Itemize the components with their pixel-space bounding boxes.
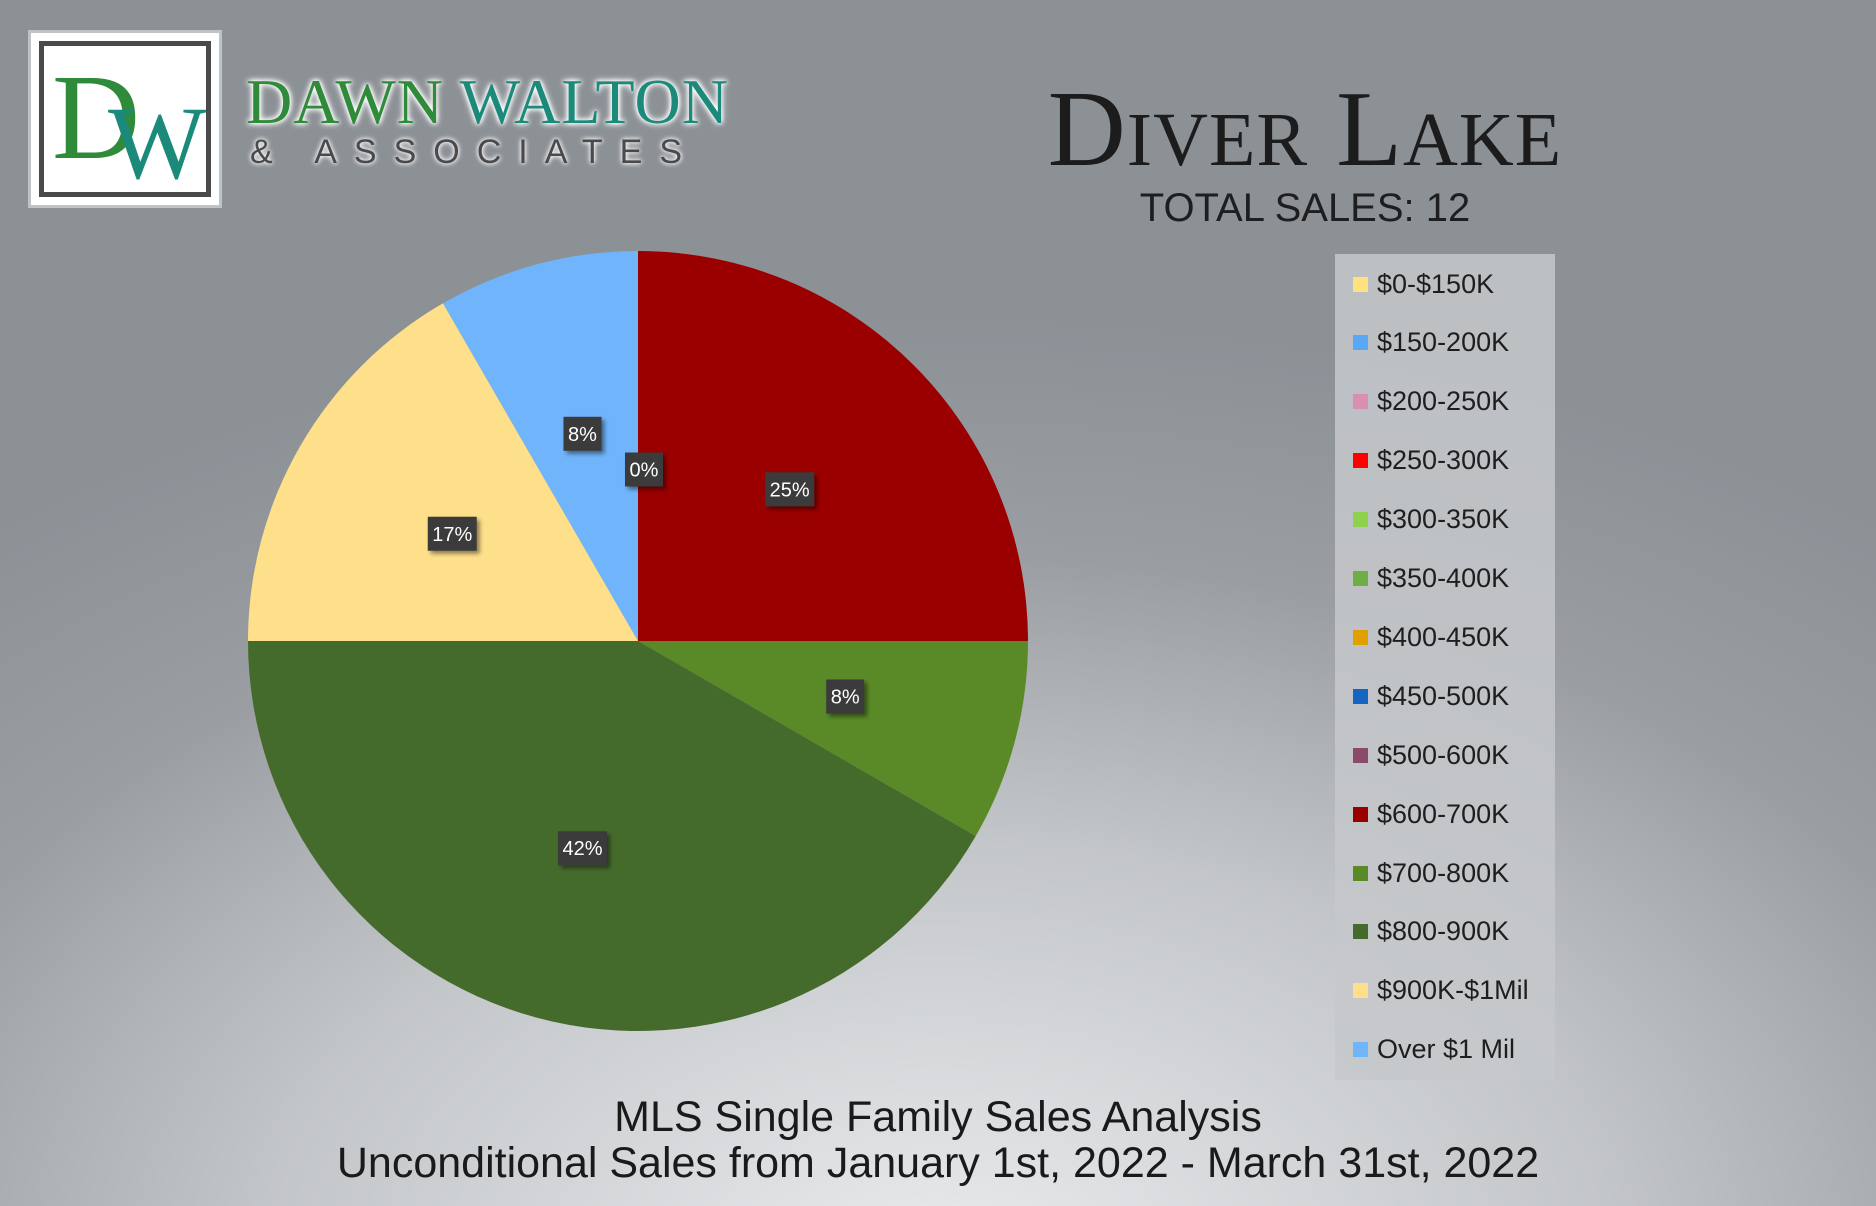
legend-item-350-400k: $350-400K — [1353, 563, 1510, 594]
legend-label: $200-250K — [1377, 386, 1510, 417]
legend-label: $600-700K — [1377, 798, 1510, 829]
data-label-900k-1mil: 17% — [427, 516, 477, 551]
dw-monogram: D W — [52, 50, 206, 201]
legend-item-900k-1mil: $900K-$1Mil — [1353, 975, 1529, 1006]
pie-slice-800-900k — [248, 641, 976, 1032]
monogram-w: W — [108, 86, 206, 194]
legend-swatch — [1353, 1042, 1368, 1058]
data-label-over-1-mil: 8% — [563, 416, 602, 451]
legend-swatch — [1353, 394, 1368, 410]
data-label-700-800k-box — [826, 679, 865, 714]
legend-item-800-900k: $800-900K — [1353, 916, 1510, 947]
brand-logo: D W — [28, 30, 222, 208]
legend-swatch — [1353, 512, 1368, 528]
total-sales: TOTAL SALES: 12 — [1139, 186, 1471, 230]
pie-slice-over-1-mil — [443, 251, 638, 641]
legend-item-over-1-mil: Over $1 Mil — [1353, 1034, 1516, 1065]
legend-item-600-700k: $600-700K — [1353, 799, 1509, 829]
legend-label: $250-300K — [1377, 445, 1510, 476]
data-label-over-1-mil-text: 8% — [568, 424, 597, 446]
data-label-800-900k: 42% — [557, 831, 607, 866]
legend-label: $900K-$1Mil — [1377, 975, 1529, 1006]
legend-swatch — [1353, 983, 1368, 999]
legend-swatch — [1353, 276, 1368, 292]
data-label-0-150k-box — [625, 452, 664, 487]
legend-item-450-500k: $450-500K — [1353, 681, 1509, 711]
pie-data-labels: 0% 25% 8% 42% 17% 8% — [427, 416, 865, 866]
legend-label: $700-800K — [1377, 857, 1510, 888]
data-label-600-700k-box — [765, 472, 815, 507]
legend-label: $800-900K — [1377, 916, 1510, 947]
legend-swatch — [1353, 865, 1368, 881]
legend-swatch — [1353, 453, 1368, 469]
brand-name-first: DAWN — [246, 66, 444, 137]
data-label-over-1-mil-box — [563, 416, 602, 451]
legend-label: $150-200K — [1377, 327, 1510, 358]
brand-name: DAWN WALTON — [246, 70, 729, 134]
data-label-700-800k: 8% — [826, 679, 865, 714]
legend-label: $300-350K — [1377, 504, 1510, 535]
brand-subtitle: & ASSOCIATES — [250, 133, 700, 171]
legend-swatch — [1353, 747, 1368, 763]
data-label-900k-1mil-text: 17% — [432, 524, 472, 546]
data-label-800-900k-box — [557, 831, 607, 866]
page-title: Diver Lake — [1047, 70, 1563, 189]
brand-name-second: WALTON — [459, 66, 729, 137]
data-label-900k-1mil-box — [427, 516, 477, 551]
legend-item-700-800k: $700-800K — [1353, 858, 1509, 888]
logo-frame: D W — [39, 41, 211, 201]
legend-item-250-300k: $250-300K — [1353, 445, 1510, 476]
legend-item-200-250k: $200-250K — [1353, 386, 1510, 417]
legend-swatch — [1353, 806, 1368, 822]
monogram-d: D — [52, 50, 140, 185]
legend-swatch — [1353, 335, 1368, 351]
legend-label: Over $1 Mil — [1377, 1034, 1516, 1065]
legend-item-0-150k: $0-$150K — [1353, 269, 1494, 299]
legend-item-500-600k: $500-600K — [1353, 740, 1509, 770]
legend-item-400-450k: $400-450K — [1353, 622, 1509, 652]
legend-label: $0-$150K — [1377, 268, 1495, 299]
legend-label: $350-400K — [1377, 563, 1510, 593]
legend-label: $400-450K — [1377, 621, 1510, 652]
legend-swatch — [1353, 924, 1368, 940]
data-label-600-700k: 25% — [765, 472, 815, 507]
data-label-600-700k-text: 25% — [770, 479, 810, 501]
footer-date-range: Unconditional Sales from January 1st, 20… — [336, 1139, 1540, 1187]
legend-item-300-350k: $300-350K — [1353, 504, 1510, 535]
legend-swatch — [1353, 629, 1368, 645]
legend-item-150-200k: $150-200K — [1353, 327, 1510, 358]
pie-slice-700-800k — [638, 641, 1028, 836]
legend-label: $500-600K — [1377, 739, 1510, 770]
footer-title: MLS Single Family Sales Analysis — [614, 1093, 1262, 1141]
chart-legend: $0-$150K $150-200K $200-250K $250-300K $300-… — [1335, 254, 1555, 1080]
pie-slice-900k-1mil — [248, 303, 638, 641]
data-label-0-150k: 0% — [625, 452, 664, 487]
pie-slices — [248, 251, 1028, 1032]
data-label-700-800k-text: 8% — [831, 687, 860, 709]
legend-swatch — [1353, 688, 1368, 704]
legend-swatch — [1353, 571, 1368, 586]
data-label-0-150k-text: 0% — [630, 460, 659, 482]
legend-label: $450-500K — [1377, 680, 1510, 711]
pie-slice-600-700k — [638, 251, 1028, 641]
data-label-800-900k-text: 42% — [562, 838, 602, 860]
